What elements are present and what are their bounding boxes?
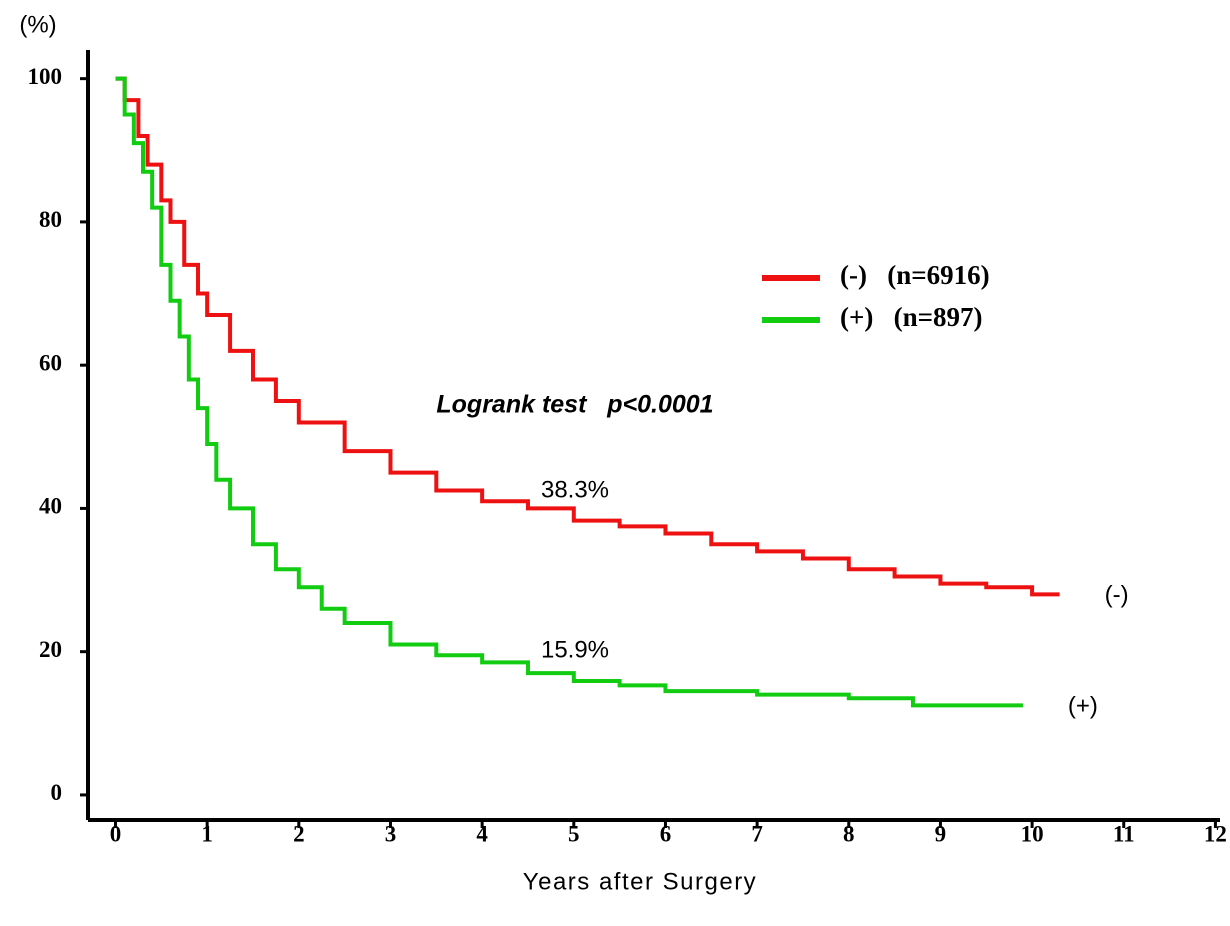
annotation: Logrank test p<0.0001 (436, 391, 713, 419)
x-tick-label: 5 (568, 821, 580, 846)
x-tick-label: 11 (1113, 821, 1135, 846)
x-tick-label: 4 (476, 821, 488, 846)
x-tick-label: 3 (385, 821, 397, 846)
end-label: (-) (1105, 582, 1129, 609)
y-tick-label: 100 (28, 64, 63, 89)
y-tick-label: 40 (39, 494, 62, 519)
x-tick-label: 12 (1204, 821, 1227, 846)
survival-curve (115, 76, 1060, 597)
x-tick-label: 7 (751, 821, 763, 846)
x-tick-label: 9 (935, 821, 947, 846)
survival-curve (115, 76, 1023, 708)
y-tick-label: 60 (39, 350, 62, 375)
y-axis-title: (%) (19, 11, 56, 38)
annotation: 38.3% (541, 476, 609, 503)
x-tick-label: 10 (1021, 821, 1044, 846)
y-tick-label: 20 (39, 637, 62, 662)
x-tick-label: 1 (201, 821, 213, 846)
y-tick-label: 0 (51, 780, 63, 805)
x-tick-label: 2 (293, 821, 305, 846)
end-label: (+) (1068, 693, 1098, 720)
x-axis-title: Years after Surgery (523, 868, 757, 895)
annotation: 15.9% (541, 636, 609, 663)
x-tick-label: 6 (660, 821, 672, 846)
legend-label: (+) (n=897) (840, 302, 983, 332)
y-tick-label: 80 (39, 207, 62, 232)
legend-label: (-) (n=6916) (840, 260, 990, 290)
x-tick-label: 8 (843, 821, 855, 846)
x-tick-label: 0 (110, 821, 122, 846)
